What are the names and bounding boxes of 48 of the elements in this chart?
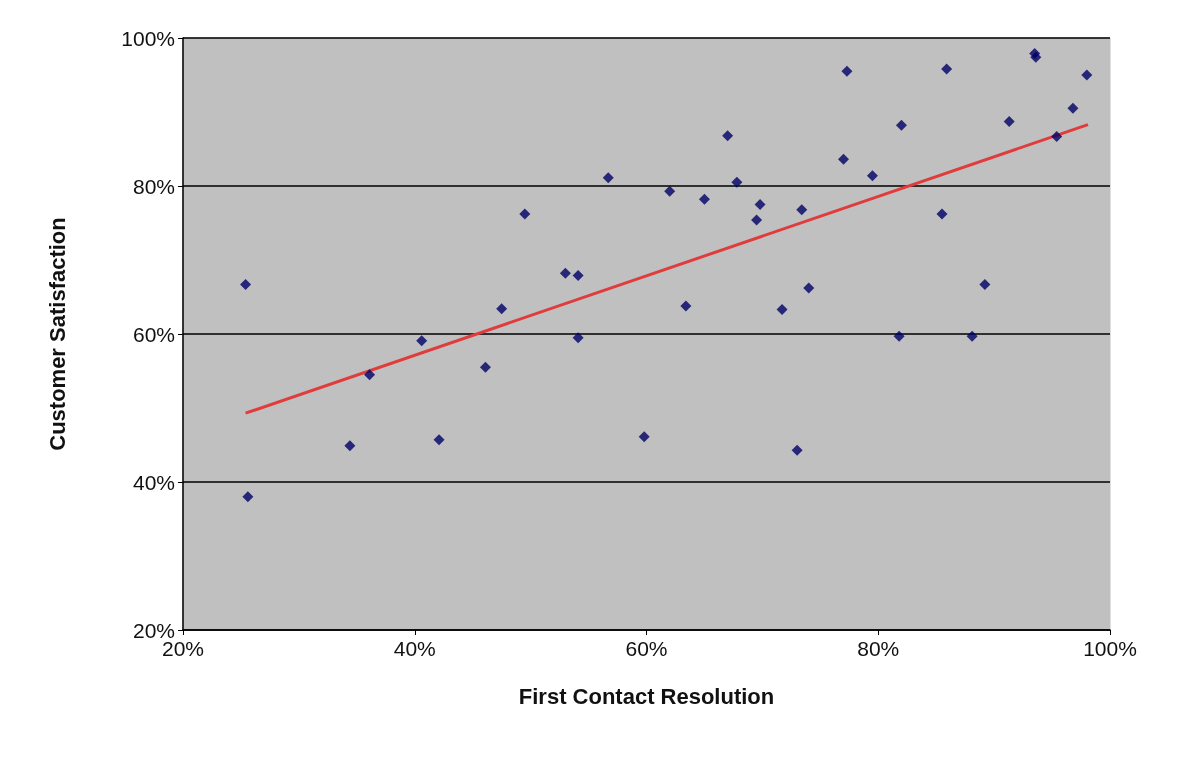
point (837, 153, 849, 165)
point (893, 330, 905, 342)
point (572, 332, 584, 344)
point (791, 444, 803, 456)
x-axis-title: First Contact Resolution (518, 683, 775, 709)
x-tick-label: 40% (393, 637, 436, 660)
point (754, 199, 766, 210)
y-tick-label: 100% (121, 26, 175, 50)
point (240, 278, 252, 290)
point (680, 300, 692, 312)
point (572, 270, 584, 282)
x-tick-label: 100% (1083, 637, 1137, 660)
point (1051, 130, 1063, 142)
point (966, 330, 978, 342)
point (751, 214, 763, 226)
point (519, 208, 531, 220)
point (364, 369, 376, 381)
point (1067, 102, 1079, 114)
point (941, 63, 953, 75)
point (776, 304, 788, 316)
point (803, 282, 815, 294)
y-axis-title: Customer Satisfaction (44, 217, 70, 451)
point (936, 208, 948, 220)
point (638, 431, 650, 443)
point (841, 65, 853, 77)
point (433, 434, 445, 446)
point (731, 176, 743, 188)
point (479, 361, 491, 373)
point (416, 335, 428, 347)
point (698, 193, 710, 205)
point (866, 170, 878, 182)
point (559, 267, 571, 279)
point (496, 303, 508, 315)
point (242, 491, 254, 503)
point (602, 172, 614, 184)
point (344, 440, 356, 452)
point (895, 119, 907, 131)
y-tick-label: 40% (132, 470, 175, 494)
point (979, 278, 991, 290)
point (722, 130, 734, 142)
y-tick-label: 60% (132, 322, 175, 346)
y-tick-label: 80% (132, 174, 175, 198)
point (1081, 69, 1093, 81)
point (796, 204, 808, 216)
x-tick-label: 60% (625, 637, 668, 660)
point (664, 185, 676, 197)
point (1003, 116, 1015, 128)
x-tick-label: 80% (857, 637, 900, 660)
